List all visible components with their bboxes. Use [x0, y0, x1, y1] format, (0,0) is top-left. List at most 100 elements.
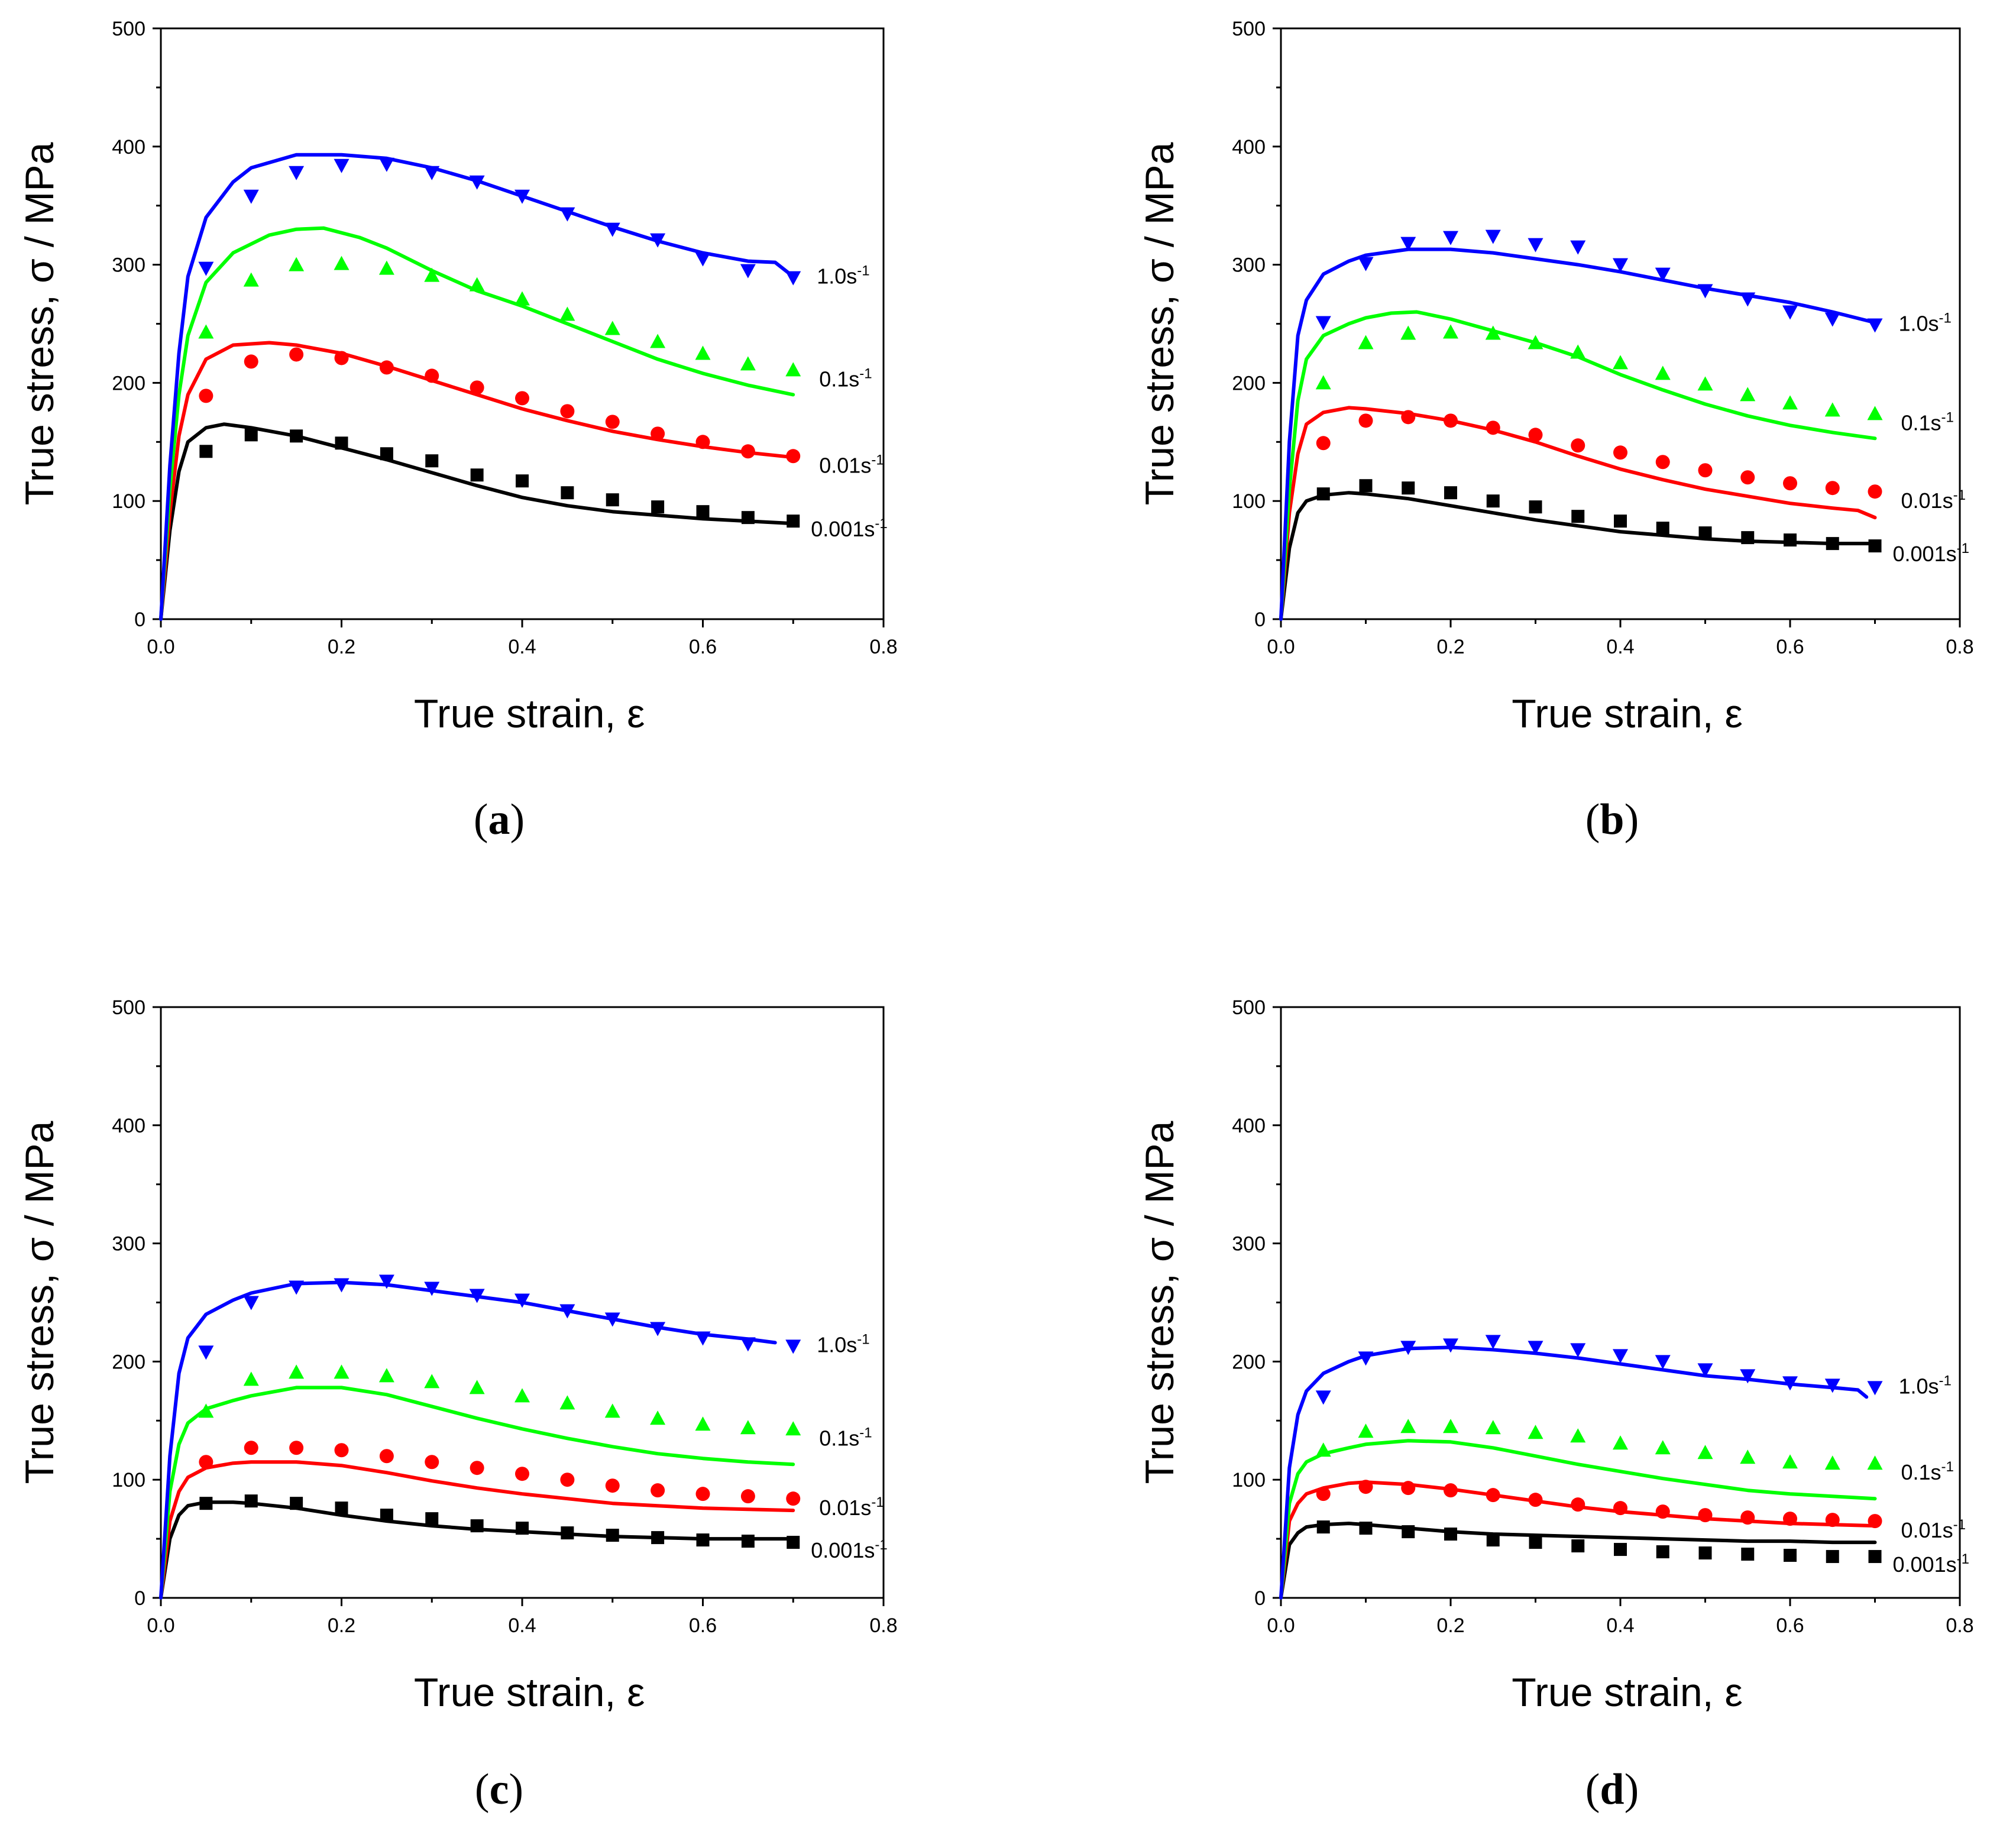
data-point: [1824, 1378, 1840, 1393]
data-point: [469, 1289, 485, 1303]
y-tick-label: 0: [1254, 1587, 1266, 1610]
data-point: [244, 1494, 258, 1508]
data-point: [515, 391, 529, 406]
data-point: [1443, 231, 1458, 245]
data-point: [1443, 1419, 1458, 1433]
data-point: [1868, 484, 1882, 499]
series-0.001: [1279, 1520, 1882, 1600]
data-point: [1570, 344, 1586, 359]
rate-label: 1.0s-1: [817, 1331, 869, 1357]
data-point: [1485, 229, 1501, 244]
x-tick-label: 0.2: [1436, 1614, 1464, 1637]
series-line: [159, 1500, 795, 1600]
y-tick-label: 100: [1232, 1469, 1266, 1491]
data-point: [1316, 436, 1331, 451]
rate-label: 1.0s-1: [817, 263, 869, 289]
data-point: [559, 1395, 575, 1410]
data-point: [469, 175, 485, 190]
data-point: [1401, 1481, 1416, 1496]
data-point: [1783, 476, 1797, 491]
data-point: [606, 493, 619, 507]
data-point: [696, 1533, 710, 1547]
data-point: [469, 1380, 485, 1394]
data-point: [604, 1312, 620, 1327]
data-point: [604, 321, 620, 335]
data-point: [1740, 1369, 1756, 1384]
data-point: [651, 1531, 665, 1545]
data-point: [515, 1467, 529, 1481]
chart-panel-d: 0.0 0.2 0.4 0.6 0.8 0 100 200 300 400 500 True stra…: [1137, 996, 1974, 1715]
data-point: [244, 1441, 258, 1455]
rate-label: 0.001s-1: [811, 1537, 887, 1562]
data-point: [561, 486, 574, 500]
x-tick-label: 0.8: [1946, 636, 1973, 658]
data-point: [740, 444, 755, 459]
data-point: [469, 277, 485, 292]
x-tick-label: 0.2: [328, 1614, 355, 1637]
data-point: [1697, 1363, 1713, 1378]
data-point: [199, 445, 213, 458]
series-line: [159, 1280, 777, 1600]
data-point: [1655, 455, 1670, 470]
data-point: [425, 1512, 439, 1526]
data-point: [561, 1526, 574, 1540]
chart-panel-b: 0.0 0.2 0.4 0.6 0.8 0 100 200 300 400 500 True stra…: [1137, 18, 1974, 736]
data-point: [243, 272, 259, 287]
data-point: [1697, 1445, 1713, 1459]
data-point: [1358, 1480, 1373, 1494]
rate-label: 0.01s-1: [819, 1494, 884, 1520]
data-point: [1614, 514, 1627, 528]
x-tick-label: 0.2: [328, 636, 355, 658]
data-point: [740, 356, 756, 371]
data-point: [1571, 1539, 1585, 1553]
data-point: [606, 1529, 619, 1542]
x-tick-label: 0.4: [1606, 1614, 1634, 1637]
data-point: [1868, 1550, 1882, 1564]
data-point: [1528, 1493, 1543, 1507]
y-tick-label: 100: [112, 1469, 145, 1491]
y-tick-label: 500: [1232, 18, 1266, 40]
data-point: [785, 1421, 801, 1436]
data-point: [1613, 258, 1628, 273]
data-point: [1613, 1349, 1628, 1364]
data-point: [604, 222, 620, 237]
data-point: [1655, 365, 1671, 380]
data-point: [1316, 1487, 1331, 1501]
data-point: [378, 260, 394, 275]
data-point: [740, 1420, 756, 1435]
data-point: [1613, 1435, 1628, 1450]
data-point: [1400, 1419, 1416, 1433]
data-point: [1782, 1454, 1798, 1469]
y-tick-label: 0: [134, 609, 145, 631]
data-point: [199, 1497, 213, 1510]
y-tick-label: 0: [134, 1587, 145, 1610]
chart-panel-c: 0.0 0.2 0.4 0.6 0.8 0 100 200 300 400 500 True stra…: [17, 996, 898, 1715]
data-point: [605, 1478, 620, 1493]
data-point: [379, 360, 394, 375]
data-point: [1740, 1449, 1756, 1464]
data-point: [243, 1371, 259, 1386]
data-point: [290, 1497, 303, 1510]
series-0.001: [159, 1494, 800, 1600]
data-point: [695, 1487, 710, 1501]
series-line: [1279, 1345, 1869, 1600]
y-tick-label: 400: [1232, 136, 1266, 158]
data-point: [1698, 463, 1713, 478]
data-point: [785, 271, 801, 286]
data-point: [1316, 1520, 1330, 1534]
data-point: [1656, 522, 1669, 535]
data-point: [1358, 257, 1374, 271]
x-tick-label: 0.8: [869, 1614, 897, 1637]
y-axis-title: True stress, σ / MPa: [1137, 142, 1182, 505]
data-point: [1867, 406, 1883, 420]
data-point: [198, 1403, 214, 1418]
series-line: [159, 153, 795, 621]
data-point: [695, 1331, 711, 1346]
data-point: [740, 264, 756, 279]
data-point: [1782, 1376, 1798, 1391]
rate-label: 0.01s-1: [1901, 487, 1966, 513]
data-point: [1824, 1455, 1840, 1470]
data-point: [1571, 1497, 1585, 1512]
data-point: [1359, 1522, 1373, 1535]
data-point: [740, 1489, 755, 1504]
